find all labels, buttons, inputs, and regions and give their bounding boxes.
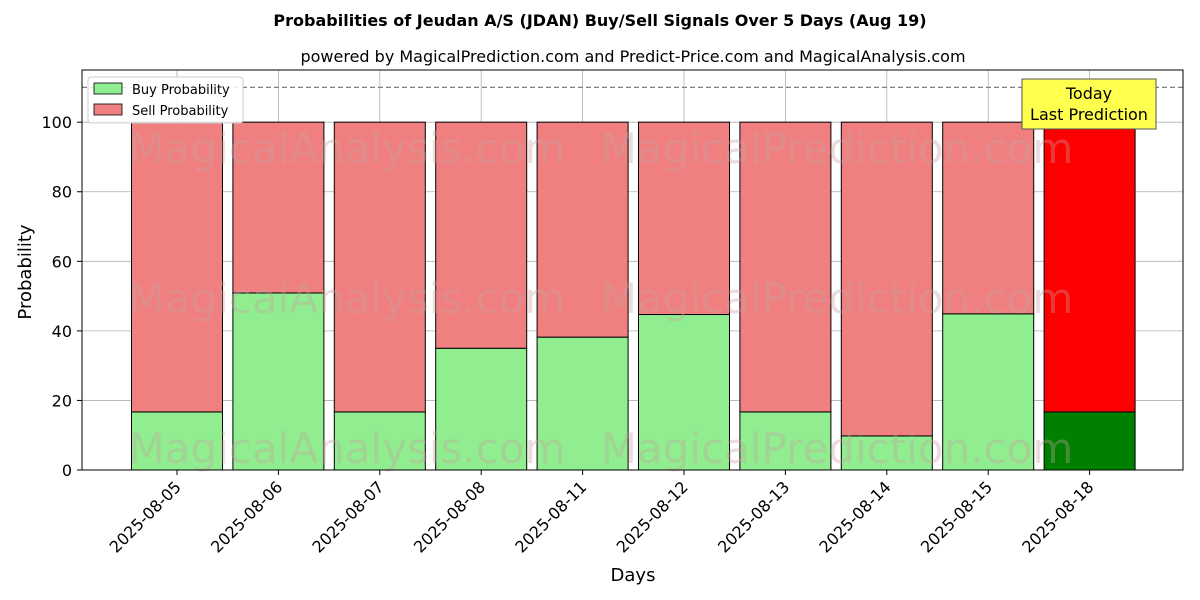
bar-sell-4 — [536, 121, 629, 338]
bar-sell-7 — [840, 121, 933, 437]
watermark-left-2: MagicalAnalysis.com — [129, 424, 566, 473]
x-tick-label-5: 2025-08-12 — [613, 477, 692, 556]
y-tick-label-3: 60 — [52, 252, 72, 271]
x-tick-label-1: 2025-08-06 — [207, 477, 286, 556]
watermark-right-1: MagicalPrediction.com — [601, 274, 1074, 323]
bar-buy-9 — [1043, 411, 1136, 471]
annotation-line-1: Today — [1065, 84, 1112, 103]
legend-label-sell: Sell Probability — [132, 104, 229, 119]
y-ticks: 0 20 40 60 80 100 — [41, 113, 82, 480]
watermark-left-1: MagicalAnalysis.com — [129, 274, 566, 323]
y-axis-label: Probability — [15, 224, 36, 319]
y-tick-label-5: 100 — [41, 113, 72, 132]
bar-buy-5 — [638, 314, 730, 471]
legend: Buy Probability Sell Probability — [87, 76, 244, 124]
x-tick-label-9: 2025-08-18 — [1018, 477, 1097, 556]
x-tick-label-0: 2025-08-05 — [106, 477, 185, 556]
bar-sell-9 — [1043, 121, 1136, 413]
x-tick-label-3: 2025-08-08 — [410, 477, 489, 556]
bar-sell-8 — [942, 121, 1035, 315]
bar-buy-3 — [435, 347, 528, 471]
bar-buy-7 — [840, 435, 933, 471]
chart-subtitle: powered by MagicalPrediction.com and Pre… — [300, 47, 965, 66]
bar-sell-6 — [739, 121, 832, 413]
chart-title: Probabilities of Jeudan A/S (JDAN) Buy/S… — [273, 11, 926, 30]
watermark-right-0: MagicalPrediction.com — [601, 124, 1074, 173]
legend-swatch-sell — [93, 103, 123, 116]
annotation-box — [1021, 78, 1157, 130]
legend-box — [87, 76, 244, 124]
y-tick-label-2: 40 — [52, 322, 72, 341]
bar-sell-2 — [333, 121, 426, 413]
plot-frame — [81, 69, 1184, 471]
watermarks: MagicalAnalysis.com MagicalPrediction.com… — [129, 124, 1074, 473]
bars — [131, 121, 1136, 471]
legend-label-buy: Buy Probability — [132, 83, 230, 98]
bar-sell-0 — [131, 121, 223, 413]
legend-swatch-buy — [93, 82, 123, 95]
x-tick-label-7: 2025-08-14 — [815, 477, 894, 556]
bar-buy-8 — [942, 313, 1035, 471]
bar-buy-2 — [333, 411, 426, 471]
y-tick-label-1: 20 — [52, 391, 72, 410]
bar-buy-4 — [536, 336, 629, 471]
x-ticks: 2025-08-05 2025-08-06 2025-08-07 2025-08-08… — [106, 470, 1097, 557]
bar-buy-6 — [739, 411, 832, 471]
bar-sell-1 — [232, 121, 325, 294]
y-tick-label-4: 80 — [52, 183, 72, 202]
bar-sell-5 — [638, 121, 730, 316]
watermark-left-0: MagicalAnalysis.com — [129, 124, 566, 173]
x-tick-label-4: 2025-08-11 — [511, 477, 590, 556]
x-tick-label-8: 2025-08-15 — [917, 477, 996, 556]
x-tick-label-2: 2025-08-07 — [308, 477, 387, 556]
bar-sell-3 — [435, 121, 528, 349]
watermark-right-2: MagicalPrediction.com — [601, 424, 1074, 473]
x-tick-label-6: 2025-08-13 — [714, 477, 793, 556]
annotation-line-2: Last Prediction — [1030, 105, 1148, 124]
x-axis-label: Days — [611, 565, 656, 586]
today-annotation: Today Last Prediction — [1021, 78, 1157, 130]
y-tick-label-0: 0 — [62, 461, 72, 480]
